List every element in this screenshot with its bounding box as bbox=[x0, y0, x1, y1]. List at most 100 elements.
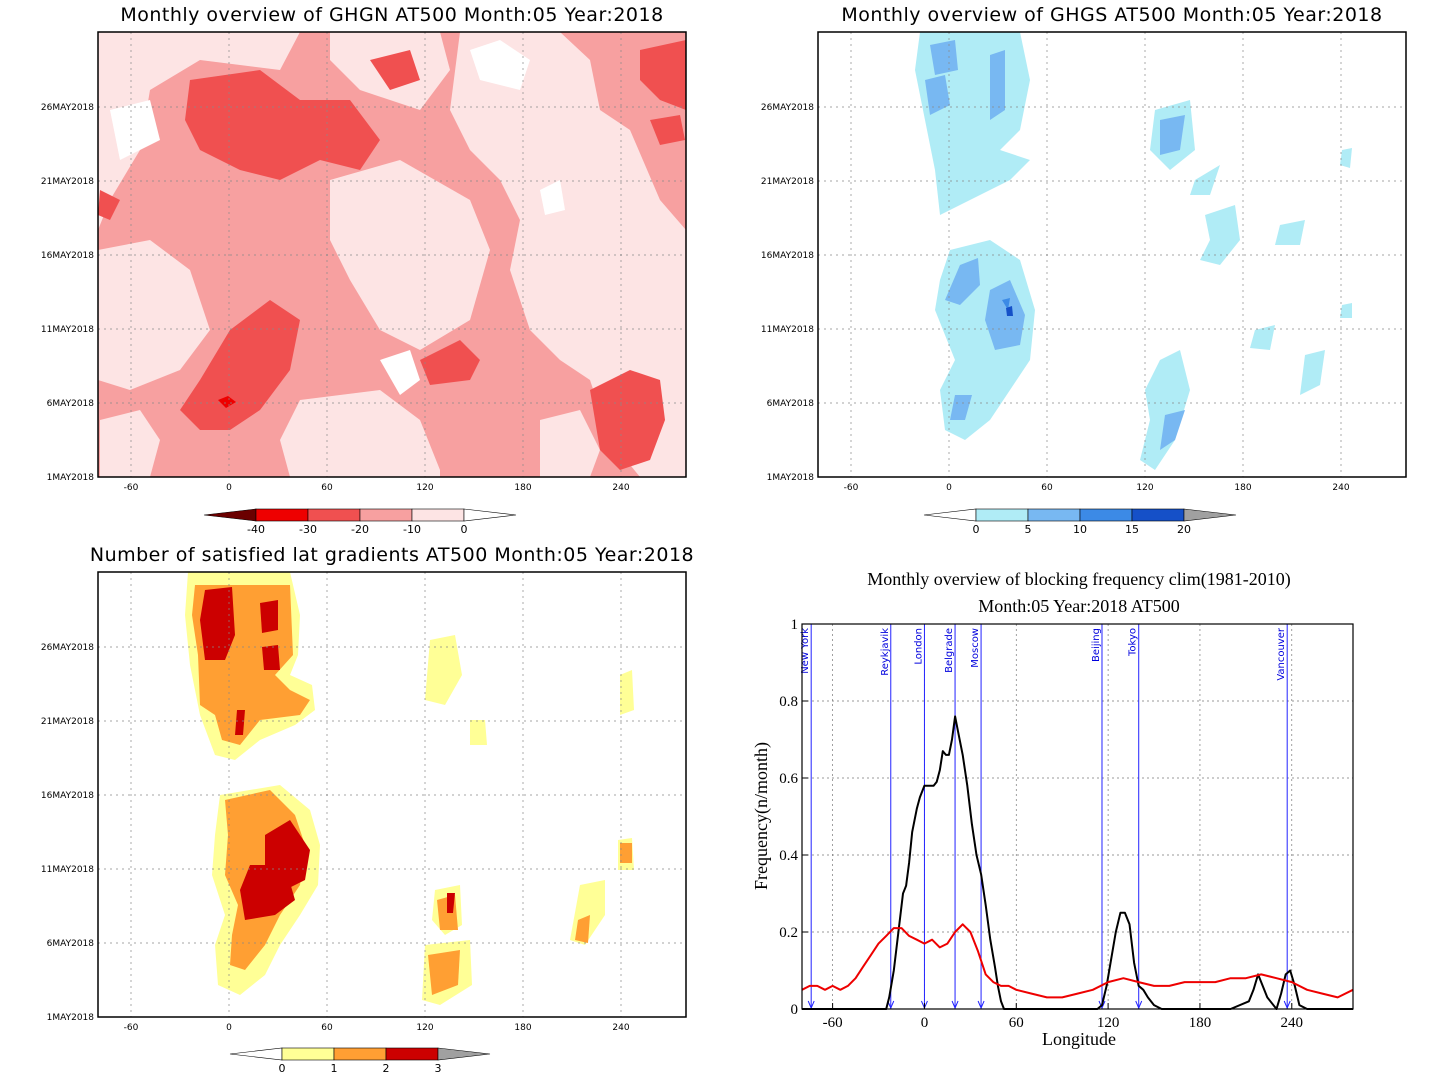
lat-gradients-chart: Number of satisfied lat gradients AT500 … bbox=[41, 545, 694, 1075]
lat-gradients-field bbox=[98, 572, 686, 1017]
colorbar-tick: 10 bbox=[1073, 523, 1087, 536]
colorbar-tick: 0 bbox=[279, 1062, 286, 1075]
x-tick: 0 bbox=[226, 483, 232, 493]
y-tick: 16MAY2018 bbox=[761, 251, 814, 261]
city-arrow bbox=[1098, 1000, 1106, 1010]
colorbar-swatch bbox=[1079, 508, 1133, 522]
y-tick: 21MAY2018 bbox=[761, 177, 814, 187]
colorbar-swatch bbox=[333, 1047, 387, 1061]
city-label: Belgrade bbox=[944, 628, 955, 673]
chart-title: Number of satisfied lat gradients AT500 … bbox=[90, 545, 694, 566]
plot-frame bbox=[801, 623, 1354, 1010]
y-tick-label: 1 bbox=[791, 617, 799, 633]
x-ticks: -60 0 60 120 180 240 bbox=[844, 483, 1350, 493]
colorbar-tick: 1 bbox=[331, 1062, 338, 1075]
x-tick: -60 bbox=[844, 483, 859, 493]
colorbar-swatch bbox=[385, 1047, 439, 1061]
city-label: Reykjavik bbox=[880, 628, 891, 676]
series-line-1 bbox=[801, 923, 1354, 999]
colorbar-swatch bbox=[281, 1047, 335, 1061]
y-tick-label: 0.2 bbox=[779, 925, 798, 941]
y-tick: 6MAY2018 bbox=[767, 399, 815, 409]
colorbar-tick: 0 bbox=[973, 523, 980, 536]
city-markers: New York Reykjavik London Belgrade Moscow Bei… bbox=[800, 624, 1291, 1010]
x-tick: -60 bbox=[124, 483, 139, 493]
series-lines bbox=[801, 715, 1354, 1010]
colorbar-tick: -30 bbox=[299, 523, 317, 536]
y-tick: 21MAY2018 bbox=[41, 177, 94, 187]
colorbar-swatch bbox=[923, 508, 977, 522]
x-tick: 180 bbox=[514, 483, 531, 493]
colorbar-tick: -40 bbox=[247, 523, 265, 536]
colorbar-swatch bbox=[255, 508, 309, 522]
city-label: Beijing bbox=[1091, 628, 1102, 662]
plot-frame bbox=[97, 571, 687, 1018]
x-tick: 180 bbox=[514, 1023, 531, 1033]
colorbar-tick: 20 bbox=[1177, 523, 1191, 536]
x-tick: -60 bbox=[124, 1023, 139, 1033]
city-label: London bbox=[913, 628, 924, 665]
y-ticks: 1MAY2018 6MAY2018 11MAY2018 16MAY2018 21… bbox=[41, 103, 94, 483]
y-tick: 6MAY2018 bbox=[47, 939, 95, 949]
x-ticks: -60 0 60 120 180 240 bbox=[124, 1023, 630, 1033]
x-tick: 240 bbox=[1332, 483, 1349, 493]
colorbar-swatch bbox=[463, 508, 517, 522]
x-tick: 180 bbox=[1234, 483, 1251, 493]
y-tick-label: 0 bbox=[791, 1002, 799, 1018]
y-tick-label: 0.4 bbox=[779, 848, 798, 864]
colorbar-swatch bbox=[1131, 508, 1185, 522]
chart-title: Monthly overview of GHGS AT500 Month:05 … bbox=[841, 4, 1382, 26]
x-tick-label: 0 bbox=[921, 1015, 929, 1031]
x-tick: 0 bbox=[946, 483, 952, 493]
x-tick: 120 bbox=[416, 1023, 433, 1033]
city-arrow bbox=[977, 1000, 985, 1010]
y-tick-label: 0.6 bbox=[779, 771, 798, 787]
colorbar-tick: 3 bbox=[435, 1062, 442, 1075]
colorbar-swatch bbox=[229, 1047, 283, 1061]
x-tick-label: 180 bbox=[1189, 1015, 1212, 1031]
y-tick: 26MAY2018 bbox=[41, 643, 94, 653]
city-label: Tokyo bbox=[1128, 628, 1139, 657]
x-tick-label: 120 bbox=[1097, 1015, 1120, 1031]
y-tick: 16MAY2018 bbox=[41, 251, 94, 261]
x-tick-label: 240 bbox=[1281, 1015, 1304, 1031]
ghgn-field bbox=[98, 32, 686, 477]
blocking-frequency-panel: Monthly overview of blocking frequency c… bbox=[720, 545, 1440, 1091]
series-line-0 bbox=[802, 715, 1353, 1010]
colorbar-swatch bbox=[359, 508, 413, 522]
plot-frame bbox=[97, 31, 687, 478]
x-tick: 240 bbox=[612, 483, 629, 493]
ghgn-panel: Monthly overview of GHGN AT500 Month:05 … bbox=[0, 0, 720, 545]
x-tick: 60 bbox=[321, 1023, 333, 1033]
colorbar-swatch bbox=[203, 508, 257, 522]
city-arrow bbox=[1135, 1000, 1143, 1010]
y-tick: 1MAY2018 bbox=[47, 1013, 95, 1023]
chart-title: Monthly overview of blocking frequency c… bbox=[867, 569, 1290, 590]
y-tick: 11MAY2018 bbox=[41, 325, 94, 335]
colorbar-tick: 0 bbox=[461, 523, 468, 536]
colorbar-tick: -10 bbox=[403, 523, 421, 536]
x-tick: 0 bbox=[226, 1023, 232, 1033]
y-ticks: 1MAY2018 6MAY2018 11MAY2018 16MAY2018 21… bbox=[41, 643, 94, 1023]
x-ticks: -60 0 60 120 180 240 bbox=[124, 483, 630, 493]
y-axis-label: Frequency(n/month) bbox=[751, 742, 772, 890]
colorbar-tick: 15 bbox=[1125, 523, 1139, 536]
y-tick: 11MAY2018 bbox=[761, 325, 814, 335]
colorbar-tick: -20 bbox=[351, 523, 369, 536]
x-tick: 60 bbox=[1041, 483, 1053, 493]
y-tick: 6MAY2018 bbox=[47, 399, 95, 409]
y-ticks: 0 0.2 0.4 0.6 0.8 1 bbox=[779, 617, 808, 1018]
colorbar-tick: 5 bbox=[1025, 523, 1032, 536]
colorbar-swatch bbox=[1183, 508, 1237, 522]
colorbar: 0 5 10 15 20 bbox=[923, 508, 1237, 536]
city-label: Vancouver bbox=[1276, 627, 1287, 681]
x-tick: 120 bbox=[1136, 483, 1153, 493]
y-tick: 1MAY2018 bbox=[47, 473, 95, 483]
chart-subtitle: Month:05 Year:2018 AT500 bbox=[978, 596, 1180, 616]
y-ticks: 1MAY2018 6MAY2018 11MAY2018 16MAY2018 21… bbox=[761, 103, 814, 483]
y-tick: 21MAY2018 bbox=[41, 717, 94, 727]
x-tick: 120 bbox=[416, 483, 433, 493]
colorbar-swatch bbox=[975, 508, 1029, 522]
y-tick: 26MAY2018 bbox=[761, 103, 814, 113]
grid bbox=[802, 624, 1353, 1009]
